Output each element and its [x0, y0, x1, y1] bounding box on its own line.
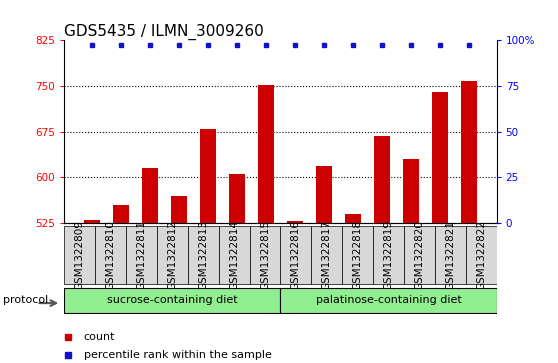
Text: palatinose-containing diet: palatinose-containing diet	[316, 295, 461, 305]
Bar	[142, 168, 158, 223]
FancyBboxPatch shape	[249, 226, 280, 284]
FancyBboxPatch shape	[157, 226, 187, 284]
Text: GSM1322809: GSM1322809	[75, 220, 85, 290]
Bar	[171, 196, 187, 223]
Bar	[316, 166, 332, 223]
Bar	[113, 205, 129, 223]
Text: GSM1322821: GSM1322821	[445, 220, 455, 290]
FancyBboxPatch shape	[126, 226, 157, 284]
FancyBboxPatch shape	[466, 226, 497, 284]
Bar	[229, 174, 245, 223]
Text: GSM1322820: GSM1322820	[415, 220, 425, 290]
Text: GSM1322810: GSM1322810	[105, 220, 116, 290]
FancyBboxPatch shape	[280, 288, 497, 313]
Text: protocol: protocol	[3, 295, 48, 305]
Text: GSM1322816: GSM1322816	[291, 220, 301, 290]
Text: count: count	[84, 332, 115, 342]
Text: GSM1322814: GSM1322814	[229, 220, 239, 290]
FancyBboxPatch shape	[64, 226, 95, 284]
Text: GSM1322811: GSM1322811	[136, 220, 146, 290]
Text: sucrose-containing diet: sucrose-containing diet	[107, 295, 238, 305]
Bar	[345, 214, 361, 223]
FancyBboxPatch shape	[64, 288, 280, 313]
Text: GSM1322818: GSM1322818	[353, 220, 363, 290]
Text: GSM1322817: GSM1322817	[322, 220, 331, 290]
FancyBboxPatch shape	[342, 226, 373, 284]
Text: GSM1322812: GSM1322812	[167, 220, 177, 290]
FancyBboxPatch shape	[311, 226, 342, 284]
FancyBboxPatch shape	[219, 226, 249, 284]
Bar	[200, 129, 216, 223]
Text: GSM1322819: GSM1322819	[383, 220, 393, 290]
FancyBboxPatch shape	[373, 226, 404, 284]
FancyBboxPatch shape	[187, 226, 219, 284]
Bar	[258, 85, 274, 223]
FancyBboxPatch shape	[280, 226, 311, 284]
Bar	[461, 81, 477, 223]
Text: percentile rank within the sample: percentile rank within the sample	[84, 350, 272, 360]
Text: GSM1322822: GSM1322822	[476, 220, 486, 290]
Text: GDS5435 / ILMN_3009260: GDS5435 / ILMN_3009260	[64, 24, 264, 40]
Text: GSM1322813: GSM1322813	[198, 220, 208, 290]
Bar	[287, 221, 303, 223]
FancyBboxPatch shape	[95, 226, 126, 284]
Bar	[432, 92, 448, 223]
Bar	[84, 220, 100, 223]
Bar	[374, 136, 390, 223]
FancyBboxPatch shape	[404, 226, 435, 284]
Text: GSM1322815: GSM1322815	[260, 220, 270, 290]
Bar	[403, 159, 419, 223]
FancyBboxPatch shape	[435, 226, 466, 284]
